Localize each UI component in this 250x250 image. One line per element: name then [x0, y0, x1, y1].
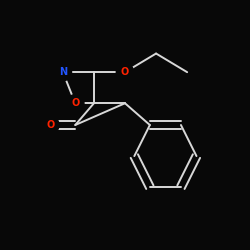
Circle shape — [66, 94, 84, 112]
Circle shape — [42, 116, 59, 134]
Circle shape — [54, 64, 72, 81]
Circle shape — [116, 64, 134, 81]
Text: O: O — [121, 67, 129, 77]
Text: O: O — [71, 98, 80, 108]
Text: N: N — [59, 67, 67, 77]
Text: O: O — [46, 120, 54, 130]
